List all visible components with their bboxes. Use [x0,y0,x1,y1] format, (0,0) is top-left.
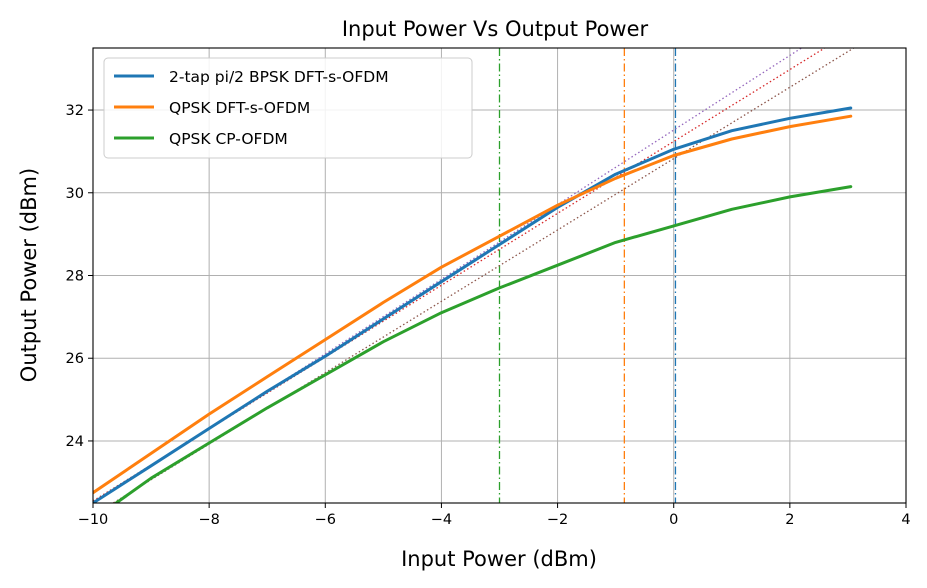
x-tick-label: −10 [78,512,109,528]
series-line [93,106,853,503]
series-lines [93,106,853,503]
x-tick-label: −4 [431,512,452,528]
series-line [93,114,853,495]
legend-label: QPSK DFT-s-OFDM [169,99,310,117]
y-tick-label: 28 [66,269,84,285]
x-axis-label: Input Power (dBm) [401,547,597,571]
x-tick-label: −2 [547,512,568,528]
series-line [114,185,853,503]
x-tick-label: 4 [901,512,910,528]
y-tick-label: 32 [66,103,84,119]
chart-title: Input Power Vs Output Power [342,17,649,41]
x-tick-label: 0 [669,512,678,528]
y-tick-label: 30 [66,186,84,202]
legend-label: QPSK CP-OFDM [169,130,288,148]
x-ticks: −10 −8 −6 −4 −2 0 2 4 [78,503,911,528]
diagonal-reference-line [93,48,826,502]
legend: 2-tap pi/2 BPSK DFT-s-OFDM QPSK DFT-s-OFD… [103,57,473,159]
y-tick-label: 26 [66,351,84,367]
x-tick-label: −8 [198,512,219,528]
x-tick-label: 2 [785,512,794,528]
y-tick-label: 24 [66,434,84,450]
x-tick-label: −6 [315,512,336,528]
legend-box [103,57,473,159]
y-ticks: 24 26 28 30 32 [66,103,93,450]
legend-label: 2-tap pi/2 BPSK DFT-s-OFDM [169,68,389,86]
y-axis-label: Output Power (dBm) [17,168,41,382]
